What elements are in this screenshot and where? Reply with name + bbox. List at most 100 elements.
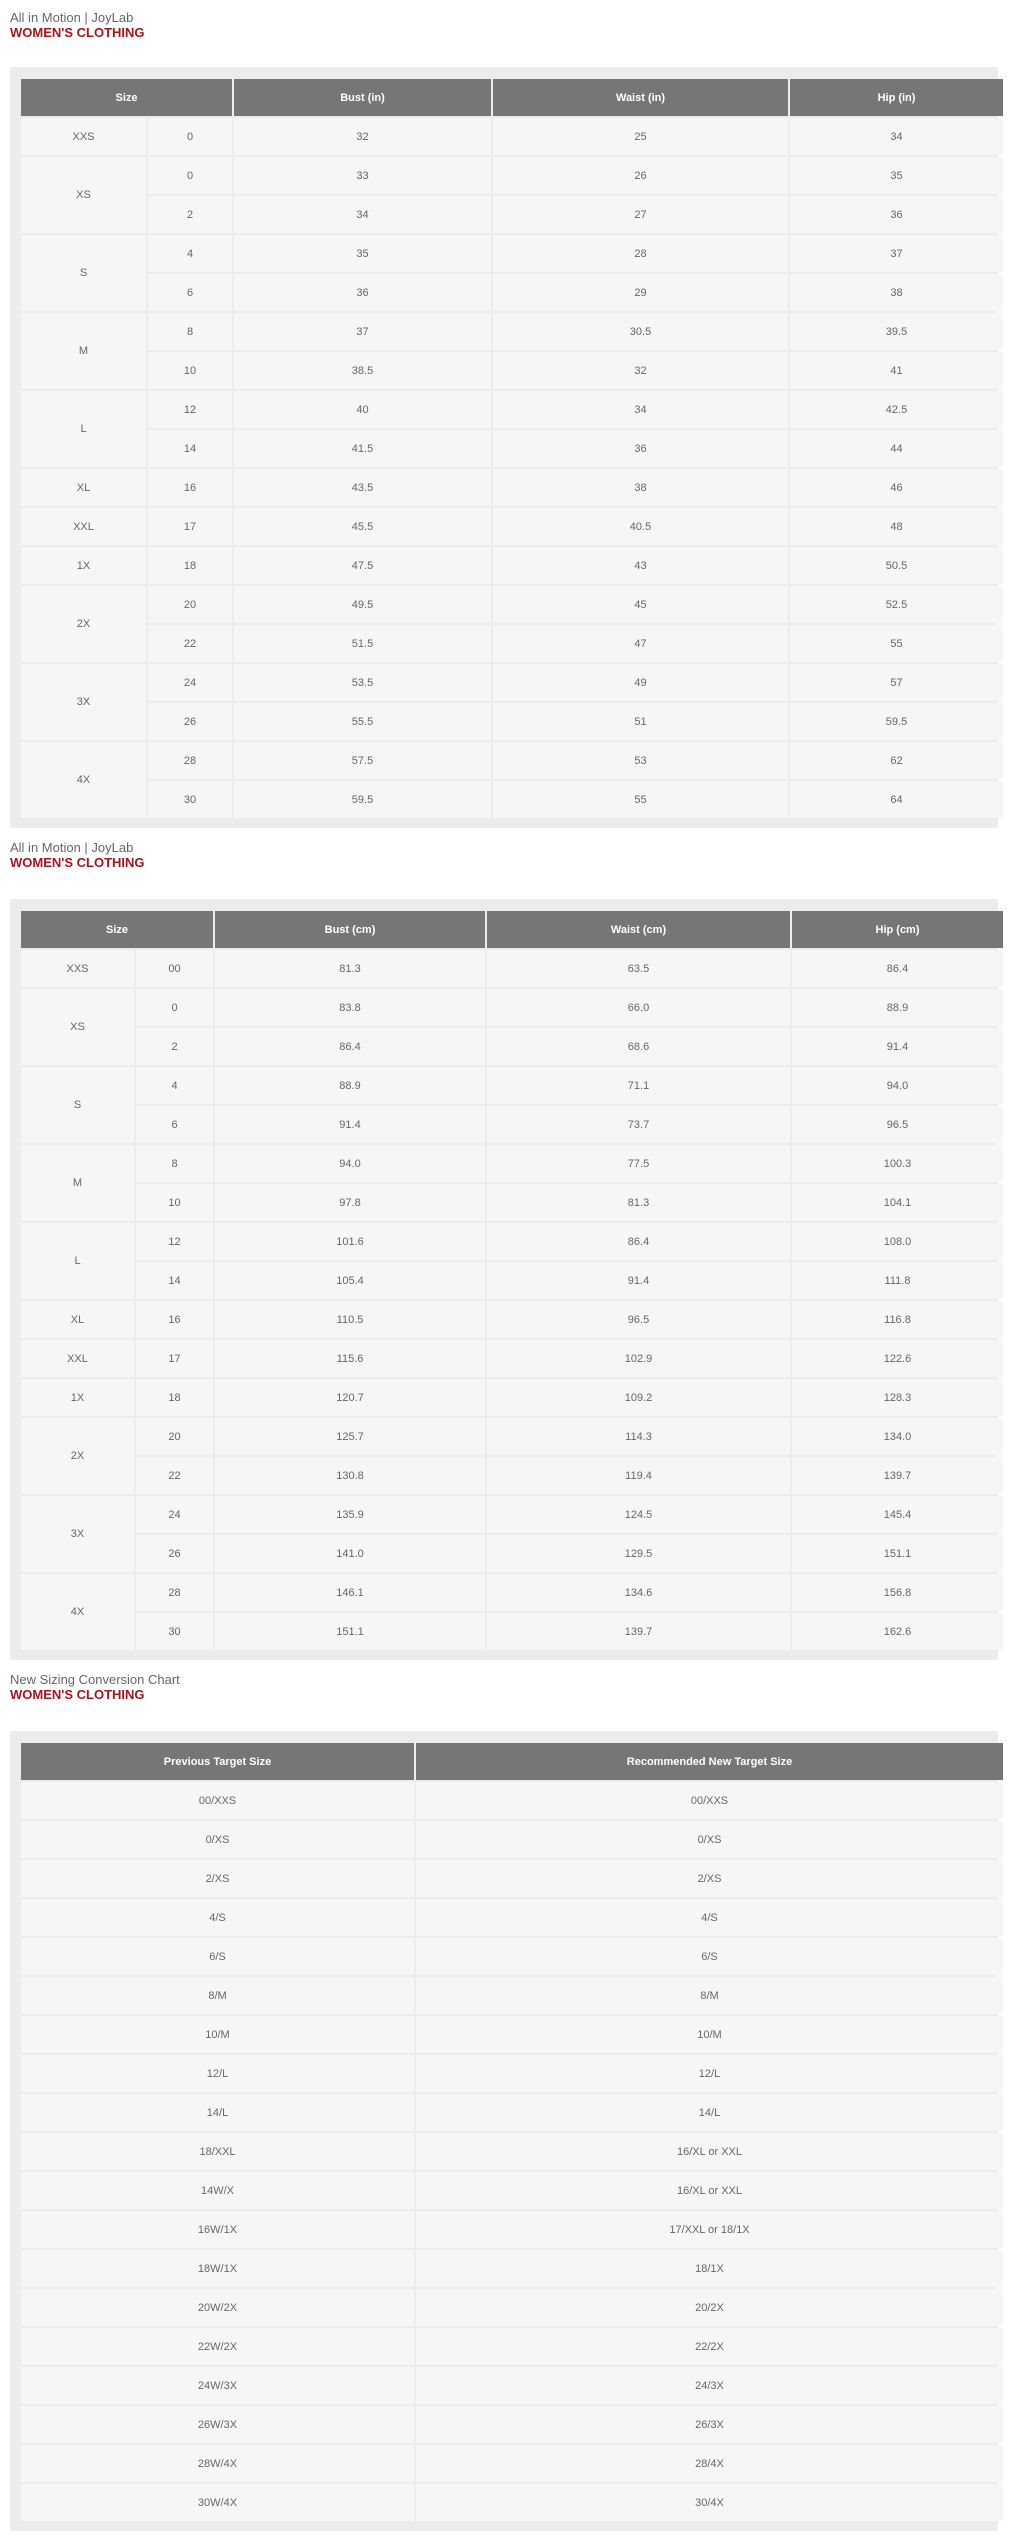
bust-cell: 94.0 (215, 1145, 486, 1182)
table-row: 6 91.4 73.7 96.5 (21, 1106, 1003, 1143)
previous-size-cell: 6/S (21, 1938, 414, 1975)
hip-cell: 108.0 (792, 1223, 1003, 1260)
hip-cell: 94.0 (792, 1067, 1003, 1104)
previous-size-cell: 2/XS (21, 1860, 414, 1897)
recommended-size-cell: 30/4X (416, 2484, 1003, 2521)
previous-size-cell: 14/L (21, 2094, 414, 2131)
bust-cell: 141.0 (215, 1535, 486, 1572)
table-row: 14 105.4 91.4 111.8 (21, 1262, 1003, 1299)
sub-size-cell: 26 (136, 1535, 214, 1572)
bust-cell: 59.5 (234, 781, 492, 818)
waist-cell: 91.4 (487, 1262, 791, 1299)
size-label-cell: M (21, 1145, 134, 1221)
size-label-cell: 1X (21, 1379, 134, 1416)
sub-size-cell: 6 (148, 274, 233, 311)
column-header: Bust (cm) (215, 911, 486, 948)
bust-cell: 120.7 (215, 1379, 486, 1416)
hip-cell: 116.8 (792, 1301, 1003, 1338)
hip-cell: 122.6 (792, 1340, 1003, 1377)
bust-cell: 151.1 (215, 1613, 486, 1650)
size-section-inches: All in Motion | JoyLab WOMEN'S CLOTHING … (0, 0, 1024, 828)
hip-cell: 50.5 (790, 547, 1003, 584)
column-header: Recommended New Target Size (416, 1743, 1003, 1780)
size-label-cell: XL (21, 469, 146, 506)
waist-cell: 68.6 (487, 1028, 791, 1065)
sub-size-cell: 00 (136, 950, 214, 987)
previous-size-cell: 26W/3X (21, 2406, 414, 2443)
bust-cell: 115.6 (215, 1340, 486, 1377)
bust-cell: 83.8 (215, 989, 486, 1026)
size-label-cell: L (21, 1223, 134, 1299)
recommended-size-cell: 10/M (416, 2016, 1003, 2053)
size-label-cell: 3X (21, 664, 146, 740)
sub-size-cell: 22 (148, 625, 233, 662)
sub-size-cell: 8 (136, 1145, 214, 1182)
waist-cell: 77.5 (487, 1145, 791, 1182)
bust-cell: 35 (234, 235, 492, 272)
recommended-size-cell: 16/XL or XXL (416, 2133, 1003, 2170)
table-row: 26W/3X 26/3X (21, 2406, 1003, 2443)
waist-cell: 40.5 (493, 508, 789, 545)
recommended-size-cell: 18/1X (416, 2250, 1003, 2287)
size-section-cm: All in Motion | JoyLab WOMEN'S CLOTHING … (0, 828, 1024, 1660)
bust-cell: 36 (234, 274, 492, 311)
hip-cell: 134.0 (792, 1418, 1003, 1455)
waist-cell: 47 (493, 625, 789, 662)
bust-cell: 51.5 (234, 625, 492, 662)
previous-size-cell: 00/XXS (21, 1782, 414, 1819)
bust-cell: 33 (234, 157, 492, 194)
waist-cell: 25 (493, 118, 789, 155)
hip-cell: 37 (790, 235, 1003, 272)
bust-cell: 53.5 (234, 664, 492, 701)
hip-cell: 88.9 (792, 989, 1003, 1026)
conversion-chart-panel: Previous Target Size Recommended New Targ… (10, 1731, 1003, 2531)
hip-cell: 156.8 (792, 1574, 1003, 1611)
sub-size-cell: 30 (148, 781, 233, 818)
sub-size-cell: 2 (136, 1028, 214, 1065)
hip-cell: 62 (790, 742, 1003, 779)
header-row: Size Bust (cm) Waist (cm) Hip (cm) (21, 911, 1003, 948)
header-row: Previous Target Size Recommended New Targ… (21, 1743, 1003, 1780)
waist-cell: 66.0 (487, 989, 791, 1026)
bust-cell: 38.5 (234, 352, 492, 389)
table-row: 8/M 8/M (21, 1977, 1003, 2014)
hip-cell: 44 (790, 430, 1003, 467)
size-label-cell: XS (21, 989, 134, 1065)
table-row: 30W/4X 30/4X (21, 2484, 1003, 2521)
recommended-size-cell: 14/L (416, 2094, 1003, 2131)
bust-cell: 40 (234, 391, 492, 428)
bust-cell: 81.3 (215, 950, 486, 987)
waist-cell: 81.3 (487, 1184, 791, 1221)
sub-size-cell: 26 (148, 703, 233, 740)
waist-cell: 73.7 (487, 1106, 791, 1143)
table-row: 4X 28 57.5 53 62 (21, 742, 1003, 818)
table-row: 30 59.5 55 64 (21, 781, 1003, 818)
table-row: 6/S 6/S (21, 1938, 1003, 1975)
size-conversion-table: Previous Target Size Recommended New Targ… (19, 1741, 1005, 2523)
recommended-size-cell: 8/M (416, 1977, 1003, 2014)
table-row: 2X 20 125.7 114.3 134.0 (21, 1418, 1003, 1494)
size-label-cell: 3X (21, 1496, 134, 1572)
hip-cell: 57 (790, 664, 1003, 701)
sub-size-cell: 10 (136, 1184, 214, 1221)
table-row: 2/XS 2/XS (21, 1860, 1003, 1897)
bust-cell: 57.5 (234, 742, 492, 779)
sub-size-cell: 17 (148, 508, 233, 545)
size-label-cell: S (21, 1067, 134, 1143)
waist-cell: 139.7 (487, 1613, 791, 1650)
previous-size-cell: 20W/2X (21, 2289, 414, 2326)
column-header: Previous Target Size (21, 1743, 414, 1780)
previous-size-cell: 16W/1X (21, 2211, 414, 2248)
hip-cell: 64 (790, 781, 1003, 818)
table-row: M 8 94.0 77.5 100.3 (21, 1145, 1003, 1221)
bust-cell: 101.6 (215, 1223, 486, 1260)
table-row: 2 86.4 68.6 91.4 (21, 1028, 1003, 1065)
bust-cell: 135.9 (215, 1496, 486, 1533)
table-row: 22 130.8 119.4 139.7 (21, 1457, 1003, 1494)
waist-cell: 38 (493, 469, 789, 506)
column-header: Hip (in) (790, 79, 1003, 116)
previous-size-cell: 0/XS (21, 1821, 414, 1858)
size-label-cell: XXL (21, 508, 146, 545)
waist-cell: 129.5 (487, 1535, 791, 1572)
previous-size-cell: 22W/2X (21, 2328, 414, 2365)
